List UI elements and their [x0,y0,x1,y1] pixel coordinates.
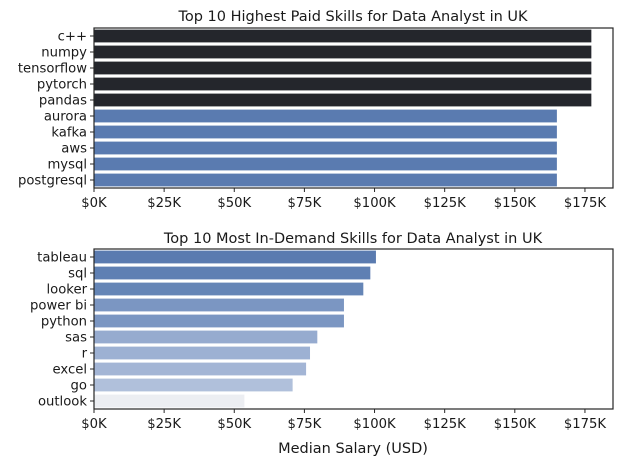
bar-postgresql [94,173,557,187]
y-tick-label: pytorch [37,78,87,93]
bar-pandas [94,93,592,107]
y-tick-label: tensorflow [18,62,87,77]
x-tick-label: $50K [217,417,251,432]
x-tick-label: $150K [494,417,537,432]
y-tick-label: pandas [39,94,87,109]
bar-c- [94,29,592,43]
y-tick-label: sas [65,331,87,346]
bar-sql [94,266,371,280]
highest-paid-skills-chart: Top 10 Highest Paid Skills for Data Anal… [18,9,614,211]
y-tick-label: tableau [37,251,87,266]
x-tick-label: $75K [287,196,321,211]
bar-excel [94,362,307,376]
y-tick-label: numpy [41,46,87,61]
y-tick-label: postgresql [18,174,87,189]
x-tick-label: $50K [217,196,251,211]
bar-power-bi [94,298,344,312]
bar-python [94,314,344,328]
y-tick-label: sql [68,267,87,282]
x-tick-label: $150K [494,196,537,211]
y-tick-label: mysql [47,158,87,173]
y-tick-label: power bi [30,299,87,314]
y-tick-label: looker [46,283,87,298]
y-tick-label: go [71,379,87,394]
x-tick-label: $0K [81,196,107,211]
x-tick-label: $125K [424,417,467,432]
bar-tensorflow [94,61,592,75]
chart-title: Top 10 Highest Paid Skills for Data Anal… [177,9,528,25]
y-tick-label: aurora [44,110,87,125]
bar-sas [94,330,318,344]
bar-r [94,346,311,360]
bar-aurora [94,109,557,123]
bar-pytorch [94,77,592,91]
x-axis-label: Median Salary (USD) [278,441,428,457]
x-tick-label: $175K [564,417,607,432]
chart-title: Top 10 Most In-Demand Skills for Data An… [163,231,543,247]
bar-kafka [94,125,557,139]
y-tick-label: kafka [51,126,87,141]
x-tick-label: $25K [147,417,181,432]
x-tick-label: $100K [353,196,396,211]
y-tick-label: aws [61,142,87,157]
y-tick-label: outlook [38,395,87,410]
x-tick-label: $0K [81,417,107,432]
bar-mysql [94,157,557,171]
x-tick-label: $75K [287,417,321,432]
bar-outlook [94,394,245,408]
x-tick-label: $100K [353,417,396,432]
bar-go [94,378,293,392]
axes-frame [93,27,614,189]
y-tick-label: excel [53,363,87,378]
y-tick-label: python [41,315,87,330]
y-tick-label: c++ [58,30,87,45]
bar-aws [94,141,557,155]
x-tick-label: $25K [147,196,181,211]
x-tick-label: $125K [424,196,467,211]
axes-frame [93,248,614,410]
x-tick-label: $175K [564,196,607,211]
bar-numpy [94,45,592,59]
y-tick-label: r [82,347,88,362]
most-in-demand-skills-chart: Top 10 Most In-Demand Skills for Data An… [30,231,614,457]
bar-tableau [94,250,376,264]
bar-looker [94,282,364,296]
